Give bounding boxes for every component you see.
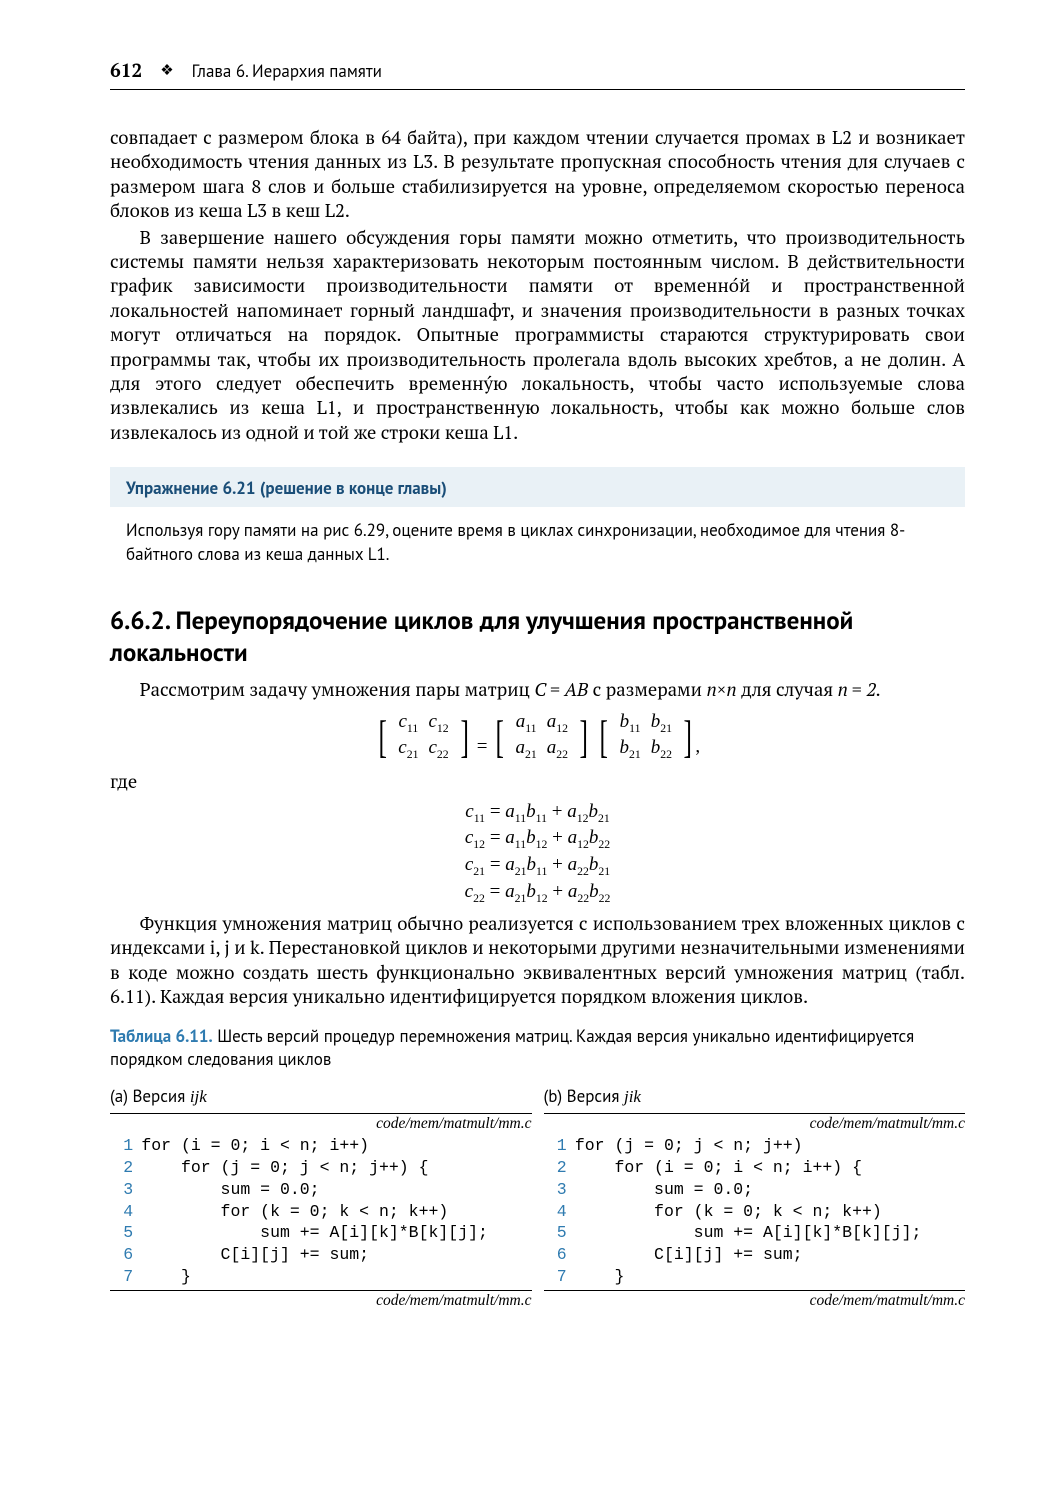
page-number: 612: [110, 58, 142, 83]
paragraph: совпадает с размером блока в 64 байта), …: [110, 126, 965, 224]
listing-version: jik: [624, 1087, 641, 1106]
text: с размерами: [588, 678, 706, 702]
table-caption-text: Шесть версий процедур перемножения матри…: [110, 1025, 914, 1070]
listing-version: ijk: [190, 1087, 207, 1106]
matrix-equation: [ c11c12 c21c22 ] = [ a11a12 a21a22 ] [ …: [110, 709, 965, 765]
math-inline: n = 2.: [838, 678, 882, 702]
exercise-title: Упражнение 6.21 (решение в конце главы): [110, 467, 965, 507]
page: 612 ❖ Глава 6. Иерархия памяти совпадает…: [0, 0, 1053, 1362]
running-header: 612 ❖ Глава 6. Иерархия памяти: [110, 58, 965, 90]
table-caption: Таблица 6.11. Шесть версий процедур пере…: [110, 1025, 965, 1071]
code-path-top: code/mem/matmult/mm.c: [544, 1113, 966, 1133]
exercise-body: Используя гору памяти на рис 6.29, оцени…: [110, 507, 965, 574]
equation-set: c11 = a11b11 + a12b21 c12 = a11b12 + a12…: [110, 801, 965, 906]
code-block: 1for (j = 0; j < n; j++) 2 for (i = 0; i…: [544, 1135, 966, 1287]
math-inline: C = AB: [534, 678, 588, 702]
equation: c12 = a11b12 + a12b22: [110, 827, 965, 852]
listings-row: (a) Версия ijk code/mem/matmult/mm.c 1fo…: [110, 1085, 965, 1311]
section-number: 6.6.2.: [110, 604, 169, 636]
equation: c11 = a11b11 + a12b21: [110, 801, 965, 826]
paragraph: В завершение нашего обсуждения горы памя…: [110, 226, 965, 446]
code-path-top: code/mem/matmult/mm.c: [110, 1113, 532, 1133]
matrix-b: [ b11b21 b21b22 ]: [596, 709, 695, 765]
exercise-box: Упражнение 6.21 (решение в конце главы) …: [110, 467, 965, 574]
paragraph: Функция умножения матриц обычно реализуе…: [110, 912, 965, 1010]
text: Рассмотрим задачу умножения пары матриц: [140, 678, 535, 702]
where-label: где: [110, 770, 965, 794]
code-block: 1for (i = 0; i < n; i++) 2 for (j = 0; j…: [110, 1135, 532, 1287]
listing-b: (b) Версия jik code/mem/matmult/mm.c 1fo…: [544, 1085, 966, 1311]
equation: c22 = a21b12 + a22b22: [110, 881, 965, 906]
listing-prefix: (a) Версия: [110, 1085, 190, 1107]
section-heading: 6.6.2. Переупорядочение циклов для улучш…: [110, 604, 965, 668]
diamond-icon: ❖: [160, 60, 173, 80]
math-inline: n×n: [706, 678, 736, 702]
table-label: Таблица 6.11.: [110, 1025, 213, 1047]
code-path-bottom: code/mem/matmult/mm.c: [544, 1290, 966, 1310]
listing-title: (a) Версия ijk: [110, 1085, 532, 1107]
listing-a: (a) Версия ijk code/mem/matmult/mm.c 1fo…: [110, 1085, 532, 1311]
code-path-bottom: code/mem/matmult/mm.c: [110, 1290, 532, 1310]
text: для случая: [737, 678, 838, 702]
chapter-title: Глава 6. Иерархия памяти: [192, 60, 382, 82]
matrix-a: [ a11a12 a21a22 ]: [492, 709, 591, 765]
section-title: Переупорядочение циклов для улучшения пр…: [110, 604, 853, 668]
paragraph: Рассмотрим задачу умножения пары матриц …: [110, 678, 965, 702]
equation: c21 = a21b11 + a22b21: [110, 854, 965, 879]
listing-title: (b) Версия jik: [544, 1085, 966, 1107]
listing-prefix: (b) Версия: [544, 1085, 624, 1107]
matrix-c: [ c11c12 c21c22 ]: [375, 709, 472, 765]
